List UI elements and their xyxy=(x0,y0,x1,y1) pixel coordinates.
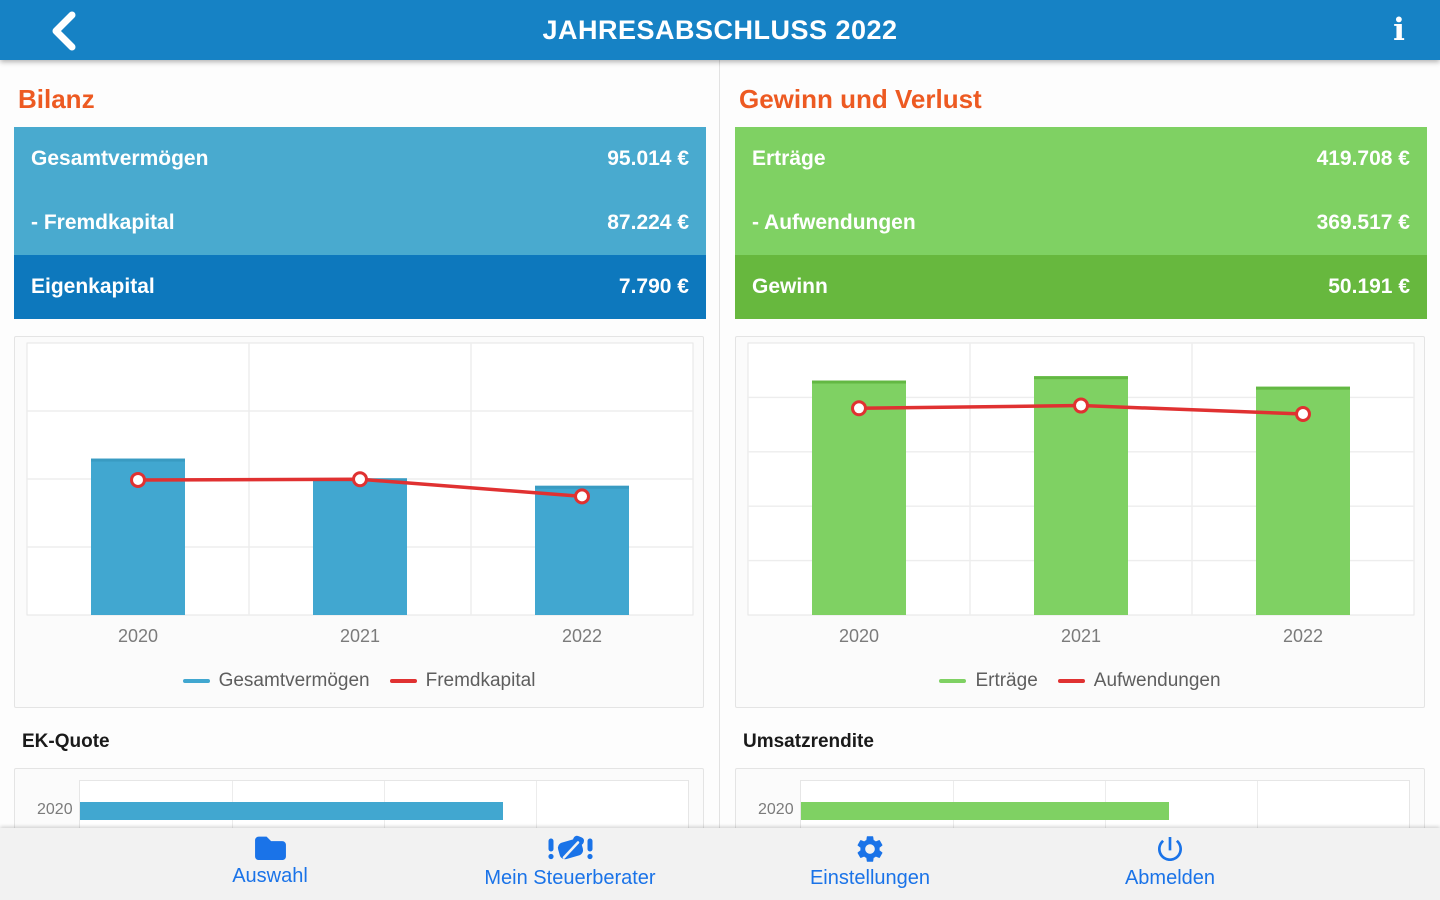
y-axis-label: 2020 xyxy=(758,801,794,818)
bilanz-summary-table: Gesamtvermögen 95.014 € - Fremdkapital 8… xyxy=(14,127,706,319)
legend-label: Aufwendungen xyxy=(1093,670,1221,691)
summary-row-value: 7.790 € xyxy=(618,275,689,298)
bottom-nav: Auswahl Mein Steuerberater Einstellungen… xyxy=(0,828,1440,900)
legend-label: Erträge xyxy=(975,670,1038,691)
x-axis-label: 2021 xyxy=(340,626,380,646)
y-axis-label: 2020 xyxy=(37,801,73,818)
panel-guv: Gewinn und Verlust Erträge 419.708 € - A… xyxy=(735,60,1427,900)
legend-label: Gesamtvermögen xyxy=(218,670,370,691)
nav-item-einstellungen[interactable]: Einstellungen xyxy=(720,828,1020,900)
bar xyxy=(1256,386,1350,615)
line-marker xyxy=(851,400,867,417)
x-axis-label: 2020 xyxy=(118,626,158,646)
bar xyxy=(812,380,906,615)
back-button[interactable] xyxy=(36,7,90,53)
x-axis-label: 2020 xyxy=(839,626,879,646)
summary-row-label: - Fremdkapital xyxy=(31,211,175,234)
summary-row-label: Eigenkapital xyxy=(31,275,155,298)
nav-item-auswahl[interactable]: Auswahl xyxy=(120,828,420,900)
legend-swatch xyxy=(182,679,210,683)
ek-quote-heading: EK-Quote xyxy=(22,731,110,752)
nav-item-mein-steuerberater[interactable]: Mein Steuerberater xyxy=(420,828,720,900)
chart-legend: Gesamtvermögen Fremdkapital xyxy=(15,655,703,707)
nav-label: Mein Steuerberater xyxy=(484,867,656,889)
summary-row-aufwendungen: - Aufwendungen 369.517 € xyxy=(735,191,1427,255)
chart-plot: 2020 2021 2022 xyxy=(26,342,694,646)
bar xyxy=(313,478,407,615)
x-axis-label: 2022 xyxy=(1283,626,1323,646)
bar xyxy=(801,802,1169,820)
summary-row-value: 87.224 € xyxy=(607,211,689,234)
legend-label: Fremdkapital xyxy=(425,670,536,691)
nav-item-abmelden[interactable]: Abmelden xyxy=(1020,828,1320,900)
legend-swatch xyxy=(939,679,967,683)
nav-label: Einstellungen xyxy=(809,867,931,889)
chart-plot: 2020 2021 2022 xyxy=(747,342,1415,646)
app-bar: JAHRESABSCHLUSS 2022 i xyxy=(0,0,1440,60)
chart-legend: Erträge Aufwendungen xyxy=(736,655,1424,707)
line-marker xyxy=(574,488,590,505)
summary-row-gesamtvermoegen: Gesamtvermögen 95.014 € xyxy=(14,127,706,191)
bar xyxy=(1034,376,1128,615)
panel-bilanz: Bilanz Gesamtvermögen 95.014 € - Fremdka… xyxy=(14,60,706,900)
summary-row-value: 95.014 € xyxy=(607,147,689,170)
bilanz-heading: Bilanz xyxy=(18,84,95,114)
line-marker xyxy=(130,471,146,488)
legend-swatch xyxy=(389,679,417,683)
summary-row-value: 50.191 € xyxy=(1328,275,1410,298)
x-axis-label: 2021 xyxy=(1061,626,1101,646)
legend-swatch xyxy=(1057,679,1085,683)
legend-item: Aufwendungen xyxy=(1057,670,1221,692)
line-marker xyxy=(1073,397,1089,414)
summary-row-gewinn: Gewinn 50.191 € xyxy=(735,255,1427,319)
back-chevron-icon xyxy=(52,11,76,51)
nav-label: Abmelden xyxy=(1124,867,1216,889)
summary-row-eigenkapital: Eigenkapital 7.790 € xyxy=(14,255,706,319)
line-marker xyxy=(352,471,368,488)
legend-item: Fremdkapital xyxy=(389,670,536,692)
line-marker xyxy=(1295,405,1311,422)
nav-label: Auswahl xyxy=(232,865,308,887)
bar xyxy=(535,485,629,615)
bilanz-trend-chart: 2020 2021 2022 Gesamtvermögen Fremdkapital xyxy=(14,336,704,708)
summary-row-label: Gesamtvermögen xyxy=(31,147,209,170)
x-axis-label: 2022 xyxy=(562,626,602,646)
panel-divider xyxy=(719,60,720,900)
gear-icon xyxy=(857,836,883,862)
info-button[interactable]: i xyxy=(1378,6,1420,54)
guv-summary-table: Erträge 419.708 € - Aufwendungen 369.517… xyxy=(735,127,1427,319)
guv-trend-chart: 2020 2021 2022 Erträge Aufwendungen xyxy=(735,336,1425,708)
summary-row-value: 419.708 € xyxy=(1316,147,1410,170)
page-title: JAHRESABSCHLUSS 2022 xyxy=(542,14,898,45)
summary-row-label: Gewinn xyxy=(752,275,828,298)
legend-item: Gesamtvermögen xyxy=(182,670,370,692)
power-icon xyxy=(1158,837,1182,861)
legend-item: Erträge xyxy=(939,670,1038,692)
summary-row-label: Erträge xyxy=(752,147,826,170)
handshake-icon xyxy=(547,835,593,860)
summary-row-label: - Aufwendungen xyxy=(752,211,916,234)
summary-row-fremdkapital: - Fremdkapital 87.224 € xyxy=(14,191,706,255)
bar xyxy=(80,802,503,820)
guv-heading: Gewinn und Verlust xyxy=(739,84,982,114)
summary-row-value: 369.517 € xyxy=(1316,211,1410,234)
info-icon: i xyxy=(1393,12,1405,48)
folder-icon xyxy=(254,836,286,861)
main-content: Bilanz Gesamtvermögen 95.014 € - Fremdka… xyxy=(0,60,1440,900)
umsatzrendite-heading: Umsatzrendite xyxy=(743,731,874,752)
summary-row-ertraege: Erträge 419.708 € xyxy=(735,127,1427,191)
